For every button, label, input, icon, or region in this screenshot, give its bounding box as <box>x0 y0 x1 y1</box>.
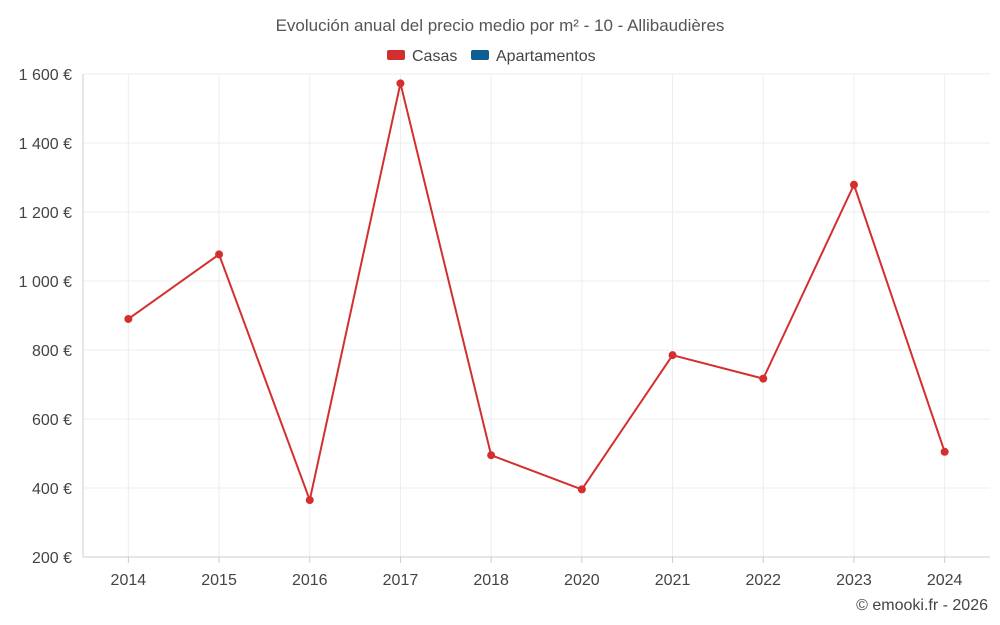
legend-item-apartamentos[interactable]: Apartamentos <box>471 48 596 65</box>
x-tick-label: 2017 <box>383 572 419 589</box>
legend-label-casas: Casas <box>412 48 457 65</box>
data-point-casas[interactable] <box>577 485 586 494</box>
data-point-casas[interactable] <box>668 351 677 360</box>
x-tick-label: 2024 <box>927 572 963 589</box>
x-tick-label: 2020 <box>564 572 600 589</box>
x-tick-label: 2015 <box>201 572 237 589</box>
y-tick-label: 1 400 € <box>19 136 72 153</box>
data-point-casas[interactable] <box>940 447 949 456</box>
x-tick-label: 2016 <box>292 572 328 589</box>
y-tick-label: 200 € <box>32 550 72 567</box>
data-point-casas[interactable] <box>487 451 496 460</box>
x-tick-label: 2022 <box>745 572 781 589</box>
y-tick-label: 600 € <box>32 412 72 429</box>
data-point-casas[interactable] <box>849 180 858 189</box>
x-tick-label: 2014 <box>111 572 147 589</box>
y-tick-label: 1 000 € <box>19 274 72 291</box>
data-point-casas[interactable] <box>305 496 314 505</box>
legend: Casas Apartamentos <box>387 48 596 65</box>
data-point-casas[interactable] <box>396 79 405 88</box>
series <box>124 79 949 505</box>
y-tick-label: 400 € <box>32 481 72 498</box>
data-point-casas[interactable] <box>759 374 768 383</box>
x-tick-label: 2021 <box>655 572 691 589</box>
x-tick-label: 2023 <box>836 572 872 589</box>
series-line-casas <box>127 82 946 502</box>
grid <box>83 73 990 557</box>
y-axis: 200 € 400 € 600 € 800 € 1 000 € 1 200 € 1 400 … <box>19 67 84 567</box>
credit-text: © emooki.fr - 2026 <box>856 597 988 614</box>
chart-title: Evolución anual del precio medio por m² … <box>276 16 725 35</box>
legend-label-apartamentos: Apartamentos <box>496 48 596 65</box>
data-point-casas[interactable] <box>124 314 133 323</box>
y-tick-label: 1 600 € <box>19 67 72 84</box>
x-tick-label: 2018 <box>473 572 509 589</box>
x-axis: 2014 2015 2016 2017 2018 2020 2021 2022 2023 2024 <box>83 556 990 589</box>
y-tick-label: 800 € <box>32 343 72 360</box>
legend-swatch-apartamentos <box>471 50 489 60</box>
legend-swatch-casas <box>387 50 405 60</box>
data-point-casas[interactable] <box>215 250 224 259</box>
legend-item-casas[interactable]: Casas <box>387 48 457 65</box>
y-tick-label: 1 200 € <box>19 205 72 222</box>
